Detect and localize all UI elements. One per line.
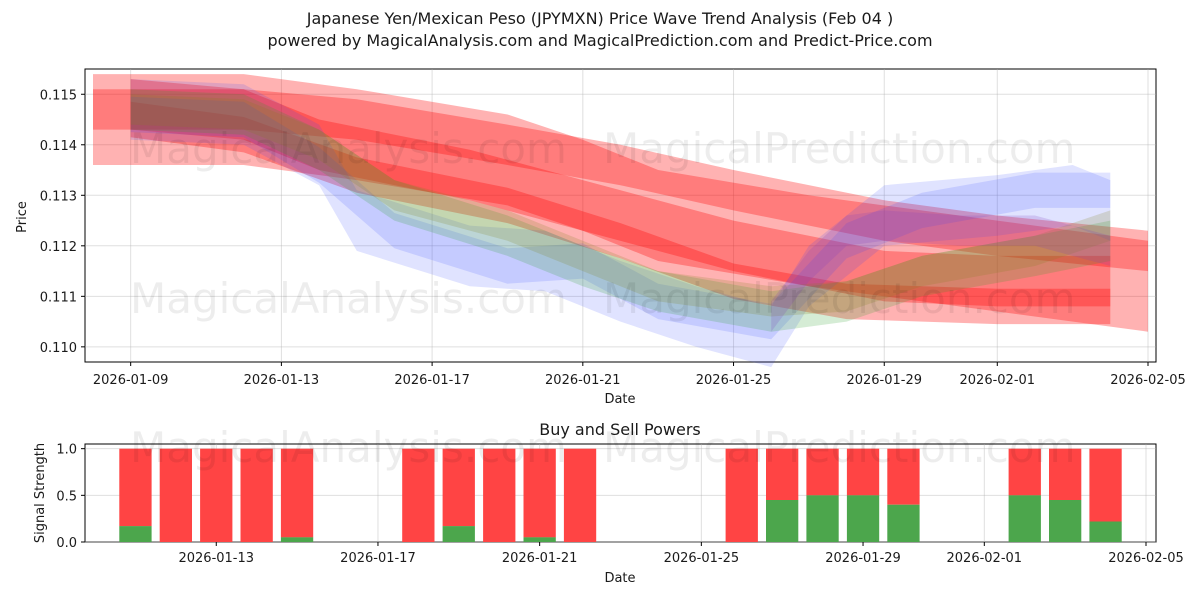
price-wave-plot: 2026-01-09 2026-01-13 2026-01-17 2026-01-21… bbox=[15, 68, 1186, 407]
sell-bar bbox=[159, 448, 192, 542]
sell-bar bbox=[806, 448, 839, 496]
buy-bar bbox=[1089, 521, 1122, 542]
price-x-tick-label: 2026-01-29 bbox=[846, 373, 922, 388]
buy-bar bbox=[119, 526, 152, 542]
price-y-tick-label: 0.110 bbox=[40, 341, 77, 356]
sell-bar bbox=[887, 448, 920, 505]
buy-bar bbox=[523, 537, 556, 542]
buy-sell-x-tick-label: 2026-01-21 bbox=[502, 551, 578, 566]
watermark-analysis-top: MagicalAnalysis.com bbox=[130, 124, 567, 173]
wave-band-purple-8 bbox=[771, 210, 1111, 332]
wave-band-green-6 bbox=[130, 89, 1111, 332]
buy-sell-y-ticks: 0.0 0.5 1.0 bbox=[56, 443, 85, 551]
sell-bar bbox=[1049, 448, 1082, 500]
wave-band-red-3 bbox=[130, 101, 1111, 325]
buy-sell-x-tick-label: 2026-02-01 bbox=[947, 551, 1023, 566]
buy-bar bbox=[766, 500, 799, 542]
buy-sell-y-tick-label: 0.0 bbox=[56, 536, 77, 551]
price-x-tick-label: 2026-01-21 bbox=[545, 373, 621, 388]
buy-sell-x-tick-label: 2026-02-05 bbox=[1108, 551, 1184, 566]
sell-bar bbox=[1089, 448, 1122, 522]
buy-sell-bars bbox=[119, 448, 1122, 542]
sell-bar bbox=[483, 448, 516, 542]
buy-bar bbox=[1008, 495, 1041, 542]
sell-bar bbox=[402, 448, 435, 542]
buy-sell-x-tick-label: 2026-01-29 bbox=[825, 551, 901, 566]
wave-band-red-2 bbox=[130, 79, 1111, 307]
price-x-tick-label: 2026-01-25 bbox=[696, 373, 772, 388]
price-y-tick-label: 0.114 bbox=[40, 139, 77, 154]
price-x-tick-label: 2026-01-13 bbox=[244, 373, 320, 388]
buy-sell-x-axis-label: Date bbox=[604, 571, 635, 586]
sell-bar bbox=[280, 448, 314, 538]
sell-bar bbox=[119, 448, 152, 527]
buy-bar bbox=[1049, 500, 1082, 542]
price-plot-frame bbox=[84, 68, 1157, 363]
sell-bar bbox=[725, 448, 758, 542]
sell-bar bbox=[240, 448, 273, 542]
buy-sell-y-tick-label: 0.5 bbox=[56, 489, 77, 504]
buy-bar bbox=[846, 495, 880, 542]
sell-bar bbox=[563, 448, 597, 542]
watermark-analysis-mid: MagicalAnalysis.com bbox=[130, 274, 567, 323]
sell-bar bbox=[1008, 448, 1041, 496]
price-y-tick-label: 0.115 bbox=[40, 88, 77, 103]
price-y-tick-label: 0.111 bbox=[40, 290, 77, 305]
chart-subtitle: powered by MagicalAnalysis.com and Magic… bbox=[267, 31, 933, 50]
watermarks: MagicalAnalysis.com MagicalPrediction.co… bbox=[130, 124, 1076, 472]
wave-band-blue-5 bbox=[130, 96, 1111, 340]
price-x-tick-label: 2026-01-17 bbox=[394, 373, 470, 388]
price-x-tick-label: 2026-02-05 bbox=[1110, 373, 1186, 388]
watermark-prediction-top: MagicalPrediction.com bbox=[603, 124, 1076, 173]
buy-bar bbox=[280, 537, 314, 542]
price-wave-bands bbox=[93, 74, 1148, 368]
chart-titles: Japanese Yen/Mexican Peso (JPYMXN) Price… bbox=[0, 8, 1200, 52]
sell-bar bbox=[846, 448, 880, 496]
price-y-tick-label: 0.112 bbox=[40, 240, 77, 255]
price-x-tick-label: 2026-02-01 bbox=[960, 373, 1036, 388]
price-x-axis-label: Date bbox=[604, 392, 635, 407]
sell-bar bbox=[523, 448, 556, 538]
buy-sell-y-axis-label: Signal Strength bbox=[33, 443, 48, 543]
buy-sell-plot: Buy and Sell Powers 2026-01-13 2026-01-17… bbox=[33, 420, 1184, 586]
chart-title: Japanese Yen/Mexican Peso (JPYMXN) Price… bbox=[306, 9, 894, 28]
sell-bar bbox=[766, 448, 799, 500]
price-grid bbox=[85, 69, 1156, 362]
price-y-ticks: 0.110 0.111 0.112 0.113 0.114 0.115 bbox=[40, 88, 85, 356]
buy-bar bbox=[442, 526, 475, 542]
price-y-tick-label: 0.113 bbox=[40, 189, 77, 204]
wave-band-red-0 bbox=[93, 74, 1148, 332]
watermark-prediction-bottom: MagicalPrediction.com bbox=[603, 423, 1076, 472]
watermark-prediction-mid: MagicalPrediction.com bbox=[603, 274, 1076, 323]
wave-band-red-1 bbox=[93, 89, 1148, 272]
price-x-ticks: 2026-01-09 2026-01-13 2026-01-17 2026-01-21… bbox=[93, 362, 1186, 388]
buy-bar bbox=[806, 495, 839, 542]
watermark-analysis-bottom: MagicalAnalysis.com bbox=[130, 423, 567, 472]
buy-sell-y-tick-label: 1.0 bbox=[56, 443, 77, 458]
buy-sell-x-tick-label: 2026-01-17 bbox=[340, 551, 416, 566]
buy-sell-title: Buy and Sell Powers bbox=[539, 420, 701, 439]
buy-sell-x-tick-label: 2026-01-13 bbox=[178, 551, 254, 566]
wave-band-olive-7 bbox=[130, 94, 1111, 317]
price-x-tick-label: 2026-01-09 bbox=[93, 373, 169, 388]
buy-sell-x-ticks: 2026-01-13 2026-01-17 2026-01-21 2026-01-25… bbox=[178, 542, 1184, 566]
buy-sell-x-tick-label: 2026-01-25 bbox=[664, 551, 740, 566]
price-y-axis-label: Price bbox=[15, 201, 30, 233]
buy-bar bbox=[887, 504, 920, 542]
sell-bar bbox=[442, 448, 475, 527]
wave-band-blue-4 bbox=[130, 79, 1111, 368]
sell-bar bbox=[200, 448, 233, 542]
